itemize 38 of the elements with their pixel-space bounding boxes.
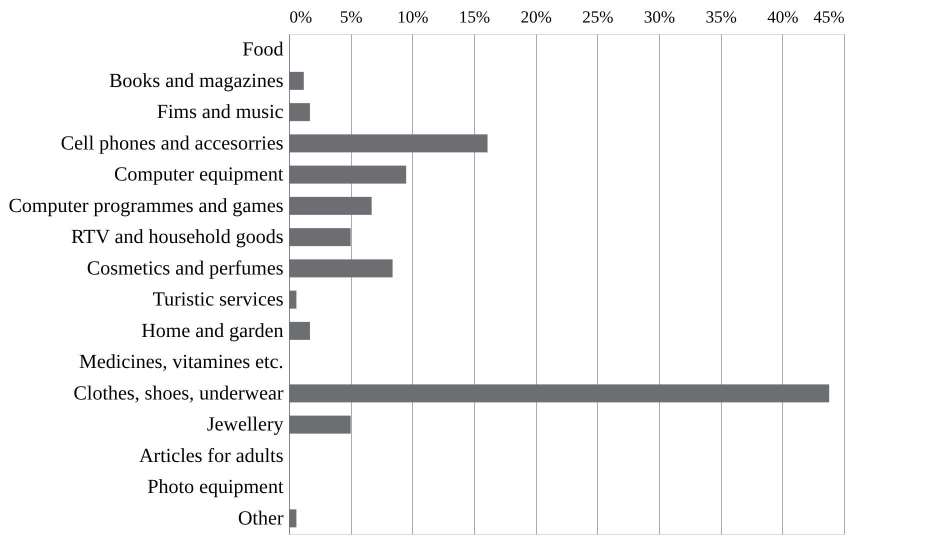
bar (289, 322, 310, 340)
bar (289, 384, 830, 402)
x-tick-label: 0% (290, 8, 312, 26)
bar (289, 103, 310, 122)
bar (289, 290, 296, 309)
bar (289, 228, 351, 246)
y-tick-label: RTV and household goods (71, 226, 284, 248)
y-tick-label: Computer programmes and games (8, 194, 284, 217)
x-tick-label: 45% (813, 8, 844, 26)
x-tick-label: 10% (397, 8, 428, 26)
y-tick-label: Computer equipment (114, 164, 284, 186)
y-tick-label: Photo equipment (147, 476, 284, 498)
x-tick-label: 35% (706, 8, 737, 26)
bar (289, 416, 351, 434)
x-tick-label: 15% (458, 8, 490, 26)
x-tick-label: 40% (767, 8, 798, 26)
bar (289, 196, 372, 215)
bar (289, 166, 406, 184)
bar (289, 259, 393, 278)
y-tick-label: Other (238, 507, 284, 530)
y-tick-label: Books and magazines (109, 70, 284, 92)
x-tick-label: 20% (520, 8, 552, 26)
y-tick-label: Cell phones and accesorries (60, 132, 284, 154)
y-tick-label: Medicines, vitamines etc. (79, 351, 284, 374)
bar (289, 509, 296, 528)
y-tick-label: Cosmetics and perfumes (86, 257, 284, 280)
y-tick-label: Fims and music (156, 101, 284, 124)
y-tick-label: Turistic services (152, 288, 284, 311)
y-tick-label: Clothes, shoes, underwear (74, 382, 284, 404)
y-tick-label: Food (242, 38, 284, 61)
x-tick-label: 30% (644, 8, 676, 26)
bar (289, 134, 488, 152)
y-tick-label: Home and garden (141, 320, 284, 342)
y-tick-label: Articles for adults (139, 444, 284, 467)
bar (289, 72, 304, 90)
x-tick-label: 25% (582, 8, 614, 26)
x-tick-label: 5% (340, 8, 363, 26)
y-tick-label: Jewellery (206, 414, 284, 436)
